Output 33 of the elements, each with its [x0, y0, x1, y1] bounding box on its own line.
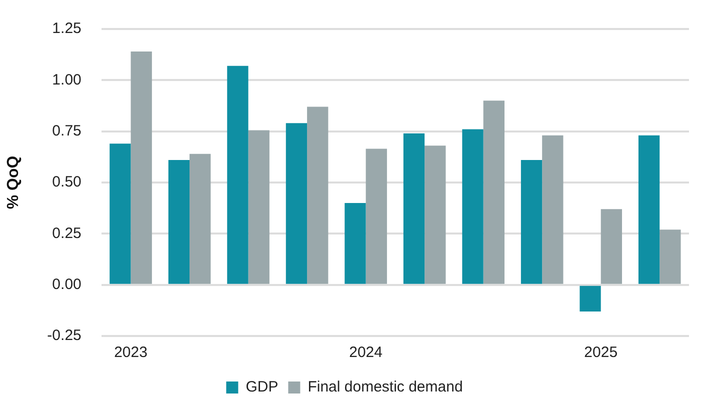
bar — [248, 130, 270, 284]
y-axis-title: % QoQ — [5, 156, 22, 210]
bar — [600, 209, 622, 284]
y-tick-label: 1.25 — [52, 20, 82, 38]
y-tick-label: 0.75 — [52, 122, 82, 140]
bar — [286, 123, 308, 284]
y-tick-label: 0.25 — [52, 224, 82, 242]
x-tick-label: 2023 — [114, 344, 148, 362]
y-tick-label: 1.00 — [52, 71, 82, 88]
bar — [542, 135, 564, 284]
bar — [168, 160, 190, 284]
bar — [580, 286, 601, 312]
bar — [638, 135, 660, 284]
bar — [366, 148, 387, 284]
bar — [130, 52, 152, 284]
bar — [190, 154, 211, 284]
bar — [483, 100, 504, 284]
bar — [344, 202, 366, 284]
bar — [462, 129, 484, 284]
x-tick-label: 2024 — [349, 344, 382, 362]
legend-label: GDP — [246, 378, 278, 396]
y-tick-label: -0.25 — [47, 327, 82, 344]
x-tick-label: 2025 — [584, 344, 618, 362]
bar — [227, 66, 248, 284]
y-tick-label: 0.50 — [52, 174, 82, 191]
legend-label: Final domestic demand — [308, 378, 463, 396]
bar — [110, 144, 131, 284]
bar — [660, 230, 681, 284]
bar — [520, 160, 542, 284]
y-tick-label: 0.00 — [52, 276, 82, 293]
bar — [403, 133, 425, 284]
bar — [307, 106, 328, 284]
bar — [424, 146, 446, 284]
